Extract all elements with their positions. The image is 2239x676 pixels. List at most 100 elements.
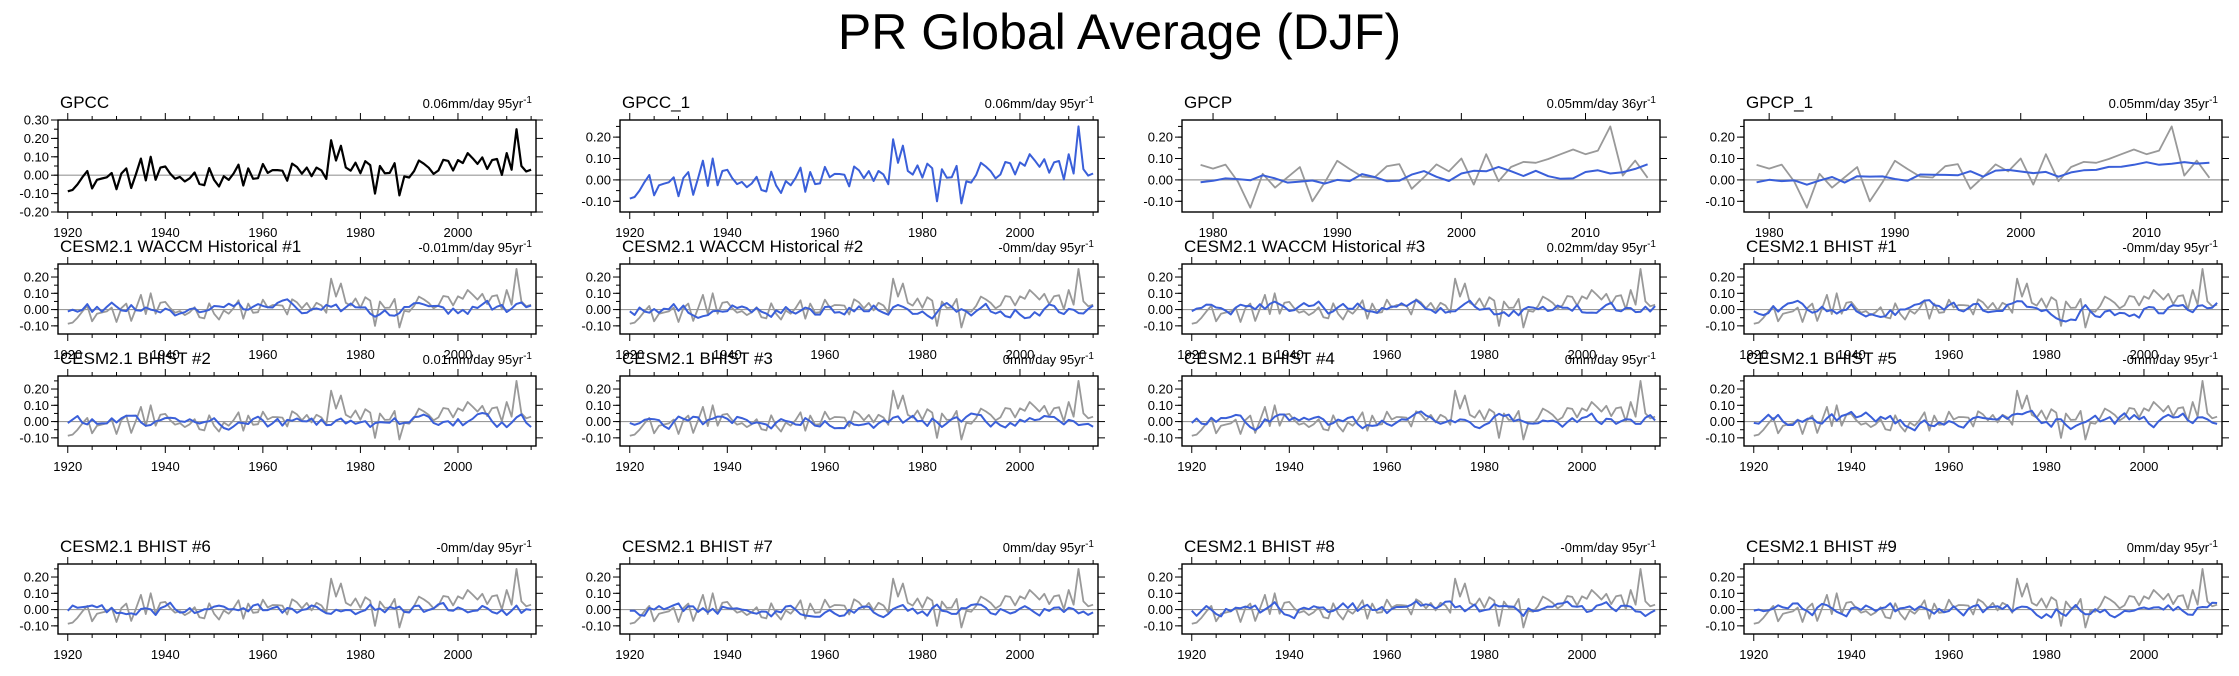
y-tick-label: 0.10 [24, 286, 49, 301]
trend-exponent: -1 [523, 351, 532, 362]
y-tick-label: 0.10 [586, 586, 611, 601]
y-tick-label: 0.20 [1148, 270, 1173, 285]
x-tick-label: 1920 [1177, 459, 1206, 474]
plot-frame [57, 375, 537, 447]
trend-label: -0mm/day 95yr-1 [436, 539, 532, 555]
x-tick-label: 1920 [1739, 347, 1768, 362]
panel-title: CESM2.1 WACCM Historical #1 [60, 237, 301, 256]
series-line [67, 128, 532, 197]
chart-panel: 1920 1940 1960 1980 2000 -0.100.000.100.20 CES… [19, 537, 543, 662]
plot-frame [1181, 263, 1661, 335]
y-tick-label: -0.10 [1143, 318, 1173, 333]
x-tick-label: 1980 [346, 459, 375, 474]
trend-value: 0mm/day 95yr [1003, 352, 1086, 367]
panel-title: CESM2.1 BHIST #9 [1746, 537, 1897, 556]
chart-panel: 1920 1940 1960 1980 2000 -0.100.000.100.20 CES… [581, 349, 1105, 474]
y-tick-label: 0.00 [586, 602, 611, 617]
panel-title: CESM2.1 BHIST #1 [1746, 237, 1897, 256]
x-tick-label: 1940 [151, 647, 180, 662]
y-tick-label: 0.00 [586, 414, 611, 429]
x-tick-label: 1960 [810, 347, 839, 362]
x-tick-label: 1920 [53, 225, 82, 240]
trend-value: 0mm/day 95yr [1565, 352, 1648, 367]
x-tick-label: 1990 [1323, 225, 1352, 240]
trend-label: 0mm/day 95yr-1 [1003, 351, 1095, 367]
panel-title: CESM2.1 BHIST #2 [60, 349, 211, 368]
trend-label: 0.06mm/day 95yr-1 [423, 95, 533, 111]
series-line [1753, 568, 2218, 629]
x-tick-label: 1920 [615, 459, 644, 474]
x-tick-label: 1960 [248, 459, 277, 474]
plot-frame [1743, 119, 2223, 213]
y-tick-label: 0.10 [586, 398, 611, 413]
y-tick-label: -0.10 [1705, 194, 1735, 209]
x-tick-label: 1980 [1470, 347, 1499, 362]
trend-exponent: -1 [2209, 539, 2218, 550]
y-tick-label: 0.20 [586, 270, 611, 285]
y-tick-label: 0.00 [1710, 302, 1735, 317]
series-line [629, 125, 1094, 205]
y-tick-label: -0.10 [1143, 194, 1173, 209]
trend-exponent: -1 [523, 239, 532, 250]
y-tick-label: 0.00 [24, 414, 49, 429]
x-tick-label: 1920 [615, 347, 644, 362]
trend-label: -0mm/day 95yr-1 [2122, 239, 2218, 255]
y-tick-label: 0.00 [1148, 302, 1173, 317]
trend-label: -0mm/day 95yr-1 [1560, 539, 1656, 555]
x-tick-label: 1980 [1199, 225, 1228, 240]
x-tick-label: 1920 [615, 647, 644, 662]
x-tick-label: 1940 [1275, 647, 1304, 662]
x-tick-label: 2000 [1005, 225, 1034, 240]
panel-title: CESM2.1 BHIST #7 [622, 537, 773, 556]
trend-label: -0mm/day 95yr-1 [998, 239, 1094, 255]
trend-value: 0.01mm/day 95yr [423, 352, 524, 367]
x-tick-label: 1960 [1934, 459, 1963, 474]
trend-exponent: -1 [1647, 351, 1656, 362]
chart-panel: 1920 1940 1960 1980 2000 -0.20 -0.10 0.00 0.10 0.… [19, 93, 543, 240]
chart-panel: 1920 1940 1960 1980 2000 -0.100.000.100.20 CES… [19, 237, 543, 362]
y-tick-label: 0.20 [1148, 130, 1173, 145]
series-line [1191, 299, 1656, 318]
figure-title: PR Global Average (DJF) [837, 4, 1402, 60]
x-tick-label: 2000 [1005, 347, 1034, 362]
plot-frame [619, 563, 1099, 635]
y-tick-label: 0.10 [24, 586, 49, 601]
y-tick-label: 0.20 [1148, 570, 1173, 585]
chart-panel: 1920 1940 1960 1980 2000 -0.100.000.100.20 CES… [1705, 237, 2229, 362]
plot-frame [1181, 375, 1661, 447]
series-line [1200, 163, 1648, 185]
series-line [67, 568, 532, 629]
plot-frame [619, 119, 1099, 213]
trend-value: 0mm/day 95yr [1003, 540, 1086, 555]
chart-panel: 1920 1940 1960 1980 2000 -0.100.000.100.20 CES… [581, 537, 1105, 662]
trend-label: 0mm/day 95yr-1 [2127, 539, 2219, 555]
series-line [1191, 380, 1656, 441]
trend-label: 0.02mm/day 95yr-1 [1547, 239, 1657, 255]
panel-title: CESM2.1 BHIST #3 [622, 349, 773, 368]
plot-frame [619, 375, 1099, 447]
y-tick-label: -0.20 [19, 205, 49, 220]
x-tick-label: 2000 [1567, 347, 1596, 362]
panel-title: CESM2.1 WACCM Historical #3 [1184, 237, 1425, 256]
y-tick-label: -0.10 [1143, 618, 1173, 633]
trend-value: -0mm/day 95yr [436, 540, 523, 555]
y-tick-label: 0.00 [586, 302, 611, 317]
chart-panel: 1920 1940 1960 1980 2000 -0.100.000.100.20 CES… [581, 237, 1105, 362]
chart-panel: 1980 1990 2000 2010 -0.10 0.00 0.10 0.20 GPCP_1 0… [1705, 93, 2229, 240]
y-tick-label: 0.20 [24, 131, 49, 146]
x-tick-label: 1980 [1470, 647, 1499, 662]
trend-label: 0mm/day 95yr-1 [1003, 539, 1095, 555]
series-line [1753, 268, 2218, 329]
series-line [1756, 125, 2211, 209]
series-line [1753, 299, 2218, 323]
x-tick-label: 1920 [53, 647, 82, 662]
series-line [629, 302, 1094, 320]
y-tick-label: -0.10 [581, 618, 611, 633]
x-tick-label: 1920 [1739, 647, 1768, 662]
panel-title: GPCC [60, 93, 109, 112]
y-tick-label: -0.10 [19, 318, 49, 333]
chart-panel: 1920 1940 1960 1980 2000 -0.10 0.00 0.10 0.20 GPC… [581, 93, 1105, 240]
x-tick-label: 1940 [1275, 347, 1304, 362]
x-tick-label: 1940 [1837, 347, 1866, 362]
